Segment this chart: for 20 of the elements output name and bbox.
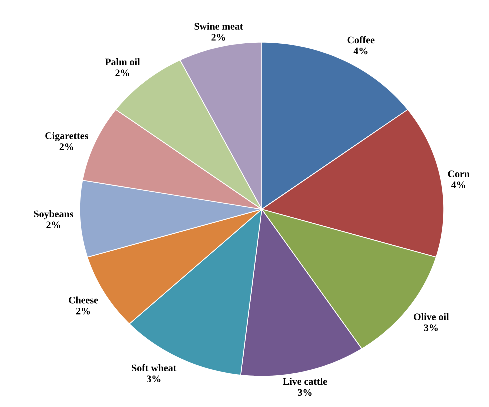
data-label: 2% xyxy=(212,34,226,41)
slice-label: Cigarettes xyxy=(46,132,88,142)
data-label: 4% xyxy=(354,48,368,55)
data-label: 2% xyxy=(46,222,60,228)
data-label: 3% xyxy=(147,376,161,383)
data-label: 3% xyxy=(298,389,312,396)
slice-label: Soybeans xyxy=(34,210,74,220)
slice-label: Swine meat xyxy=(194,22,244,30)
slice-label: Coffee xyxy=(348,36,375,44)
slice-label: Cheese xyxy=(69,296,98,304)
data-label: 2% xyxy=(76,308,90,315)
slice-label: Olive oil xyxy=(414,313,450,320)
slice-label: Corn xyxy=(448,170,470,178)
data-label: 2% xyxy=(60,144,74,150)
slice-label: Live cattle xyxy=(283,378,328,386)
slice-label: Palm oil xyxy=(105,58,140,66)
data-label: 4% xyxy=(452,182,466,188)
data-label: 2% xyxy=(116,70,130,77)
slice-label: Soft wheat xyxy=(132,364,177,372)
data-label: 3% xyxy=(424,324,438,332)
